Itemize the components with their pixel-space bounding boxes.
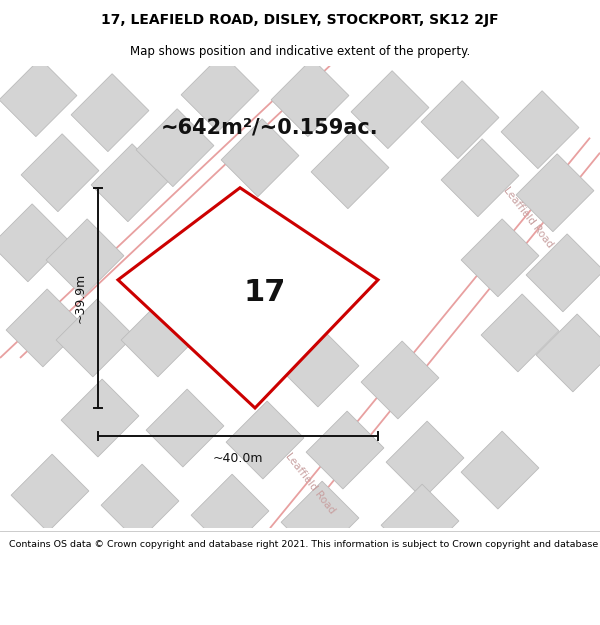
Text: Leaffield Road: Leaffield Road xyxy=(283,451,337,516)
Polygon shape xyxy=(56,299,134,377)
Polygon shape xyxy=(226,401,304,479)
Polygon shape xyxy=(536,314,600,392)
Polygon shape xyxy=(146,389,224,467)
Polygon shape xyxy=(46,219,124,297)
Polygon shape xyxy=(351,71,429,149)
Polygon shape xyxy=(461,431,539,509)
Polygon shape xyxy=(281,481,359,559)
Polygon shape xyxy=(481,294,559,372)
Polygon shape xyxy=(516,154,594,232)
Polygon shape xyxy=(0,59,77,137)
Text: ~642m²/~0.159ac.: ~642m²/~0.159ac. xyxy=(161,118,379,138)
Polygon shape xyxy=(421,81,499,159)
Text: Map shows position and indicative extent of the property.: Map shows position and indicative extent… xyxy=(130,45,470,58)
Polygon shape xyxy=(61,379,139,457)
Polygon shape xyxy=(21,134,99,212)
Polygon shape xyxy=(306,411,384,489)
Polygon shape xyxy=(271,59,349,137)
Text: 17, LEAFIELD ROAD, DISLEY, STOCKPORT, SK12 2JF: 17, LEAFIELD ROAD, DISLEY, STOCKPORT, SK… xyxy=(101,12,499,27)
Polygon shape xyxy=(91,144,169,222)
Polygon shape xyxy=(386,421,464,499)
Polygon shape xyxy=(201,314,279,392)
Text: ~40.0m: ~40.0m xyxy=(213,451,263,464)
Polygon shape xyxy=(136,109,214,187)
Polygon shape xyxy=(311,131,389,209)
Polygon shape xyxy=(191,474,269,552)
Polygon shape xyxy=(501,91,579,169)
Text: Contains OS data © Crown copyright and database right 2021. This information is : Contains OS data © Crown copyright and d… xyxy=(9,540,600,549)
Polygon shape xyxy=(11,454,89,532)
Polygon shape xyxy=(526,234,600,312)
Polygon shape xyxy=(118,188,378,408)
Polygon shape xyxy=(71,74,149,152)
Polygon shape xyxy=(221,119,299,197)
Polygon shape xyxy=(281,329,359,407)
Polygon shape xyxy=(441,139,519,217)
Text: Leaffield Road: Leaffield Road xyxy=(501,186,555,250)
Polygon shape xyxy=(121,299,199,377)
Polygon shape xyxy=(181,54,259,132)
Polygon shape xyxy=(381,484,459,562)
Polygon shape xyxy=(6,289,84,367)
Polygon shape xyxy=(361,341,439,419)
Polygon shape xyxy=(461,219,539,297)
Text: ~39.9m: ~39.9m xyxy=(74,272,86,323)
Polygon shape xyxy=(101,464,179,542)
Polygon shape xyxy=(0,204,69,282)
Text: 17: 17 xyxy=(244,278,286,308)
